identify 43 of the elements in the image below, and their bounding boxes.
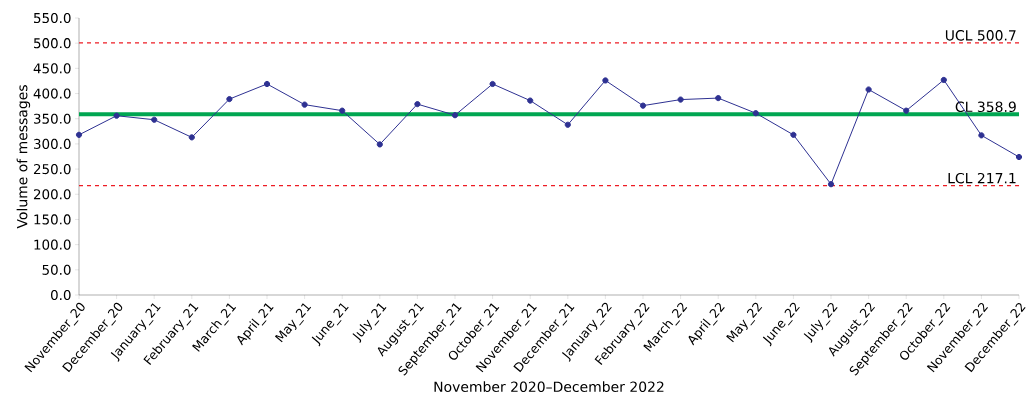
point — [489, 80, 496, 88]
point — [827, 181, 835, 188]
point — [639, 102, 647, 109]
point — [677, 96, 684, 103]
ref-line-label: CL 358.9 — [955, 101, 1016, 113]
y-tick-label: 200.0 — [33, 189, 71, 200]
point — [151, 116, 158, 123]
point — [188, 134, 195, 141]
point — [978, 132, 985, 139]
point — [903, 107, 910, 114]
point — [226, 95, 233, 103]
point — [339, 107, 346, 114]
point — [527, 97, 534, 104]
y-tick-label: 150.0 — [34, 214, 71, 225]
y-tick-label: 0.0 — [50, 289, 71, 301]
point — [75, 131, 83, 138]
point — [865, 86, 872, 93]
y-tick-label: 400.0 — [33, 88, 71, 99]
ref-line-label: UCL 500.7 — [945, 30, 1016, 41]
point — [263, 80, 271, 88]
y-tick-label: 100.0 — [34, 239, 71, 250]
point — [752, 110, 759, 117]
point — [602, 77, 609, 84]
point — [376, 141, 383, 148]
point — [451, 112, 459, 119]
point — [301, 101, 308, 108]
x-axis-title: November 2020–December 2022 — [434, 381, 664, 393]
ref-line-label: LCL 217.1 — [948, 172, 1016, 184]
y-tick-label: 250.0 — [33, 164, 71, 175]
y-tick-label: 500.0 — [34, 38, 71, 49]
point — [414, 101, 421, 108]
point — [790, 131, 797, 138]
y-tick-label: 550.0 — [34, 12, 71, 24]
point — [113, 112, 120, 119]
point — [564, 121, 571, 128]
y-tick-label: 450.0 — [33, 63, 71, 74]
y-tick-label: 350.0 — [34, 113, 71, 124]
y-axis-title: Volume of messages — [16, 85, 31, 229]
point — [1015, 153, 1023, 161]
y-tick-label: 300.0 — [34, 138, 71, 149]
y-tick-label: 50.0 — [42, 264, 71, 275]
point — [715, 94, 722, 102]
point — [940, 76, 947, 84]
